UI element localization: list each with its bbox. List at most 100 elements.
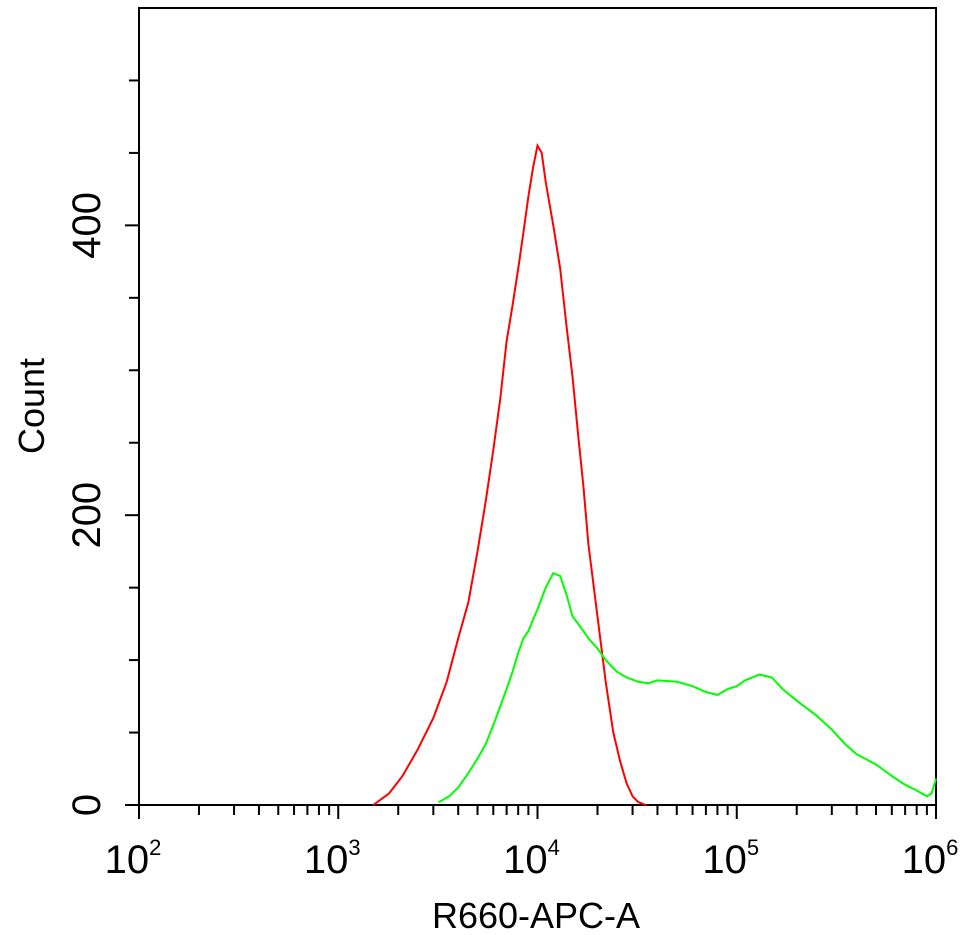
y-tick-label: 400 bbox=[65, 192, 109, 259]
data-point bbox=[632, 795, 634, 797]
data-point bbox=[572, 616, 574, 618]
data-point bbox=[691, 685, 694, 687]
y-axis-label: Count bbox=[11, 358, 52, 454]
data-point bbox=[705, 691, 707, 693]
data-point bbox=[485, 500, 487, 502]
data-point bbox=[744, 679, 746, 682]
data-point bbox=[645, 804, 647, 806]
data-point bbox=[499, 705, 501, 708]
data-point bbox=[582, 485, 585, 487]
x-axis-label: R660-APC-A bbox=[432, 895, 640, 935]
data-point bbox=[796, 700, 798, 702]
data-point bbox=[432, 717, 434, 719]
x-tick-label: 104 bbox=[503, 835, 560, 882]
data-point bbox=[527, 195, 530, 197]
data-point bbox=[637, 681, 639, 683]
data-point bbox=[457, 787, 459, 789]
data-point bbox=[559, 575, 561, 577]
data-point bbox=[552, 572, 554, 574]
data-point bbox=[626, 676, 628, 679]
x-tick-label: 103 bbox=[304, 835, 361, 882]
data-point bbox=[815, 714, 817, 716]
data-point bbox=[875, 763, 877, 766]
data-point bbox=[916, 789, 918, 792]
data-point bbox=[587, 543, 590, 545]
data-point bbox=[935, 778, 937, 780]
data-point bbox=[536, 145, 539, 147]
data-point bbox=[605, 659, 607, 661]
data-point bbox=[517, 652, 519, 654]
data-point bbox=[559, 268, 561, 270]
data-point bbox=[572, 376, 574, 379]
data-point bbox=[831, 729, 833, 731]
data-point bbox=[532, 166, 534, 168]
data-point bbox=[931, 792, 933, 795]
data-point bbox=[467, 772, 469, 774]
data-point bbox=[532, 618, 534, 621]
data-point bbox=[506, 688, 508, 690]
data-point bbox=[619, 760, 621, 763]
data-point bbox=[416, 749, 419, 751]
data-point bbox=[612, 731, 614, 734]
data-point bbox=[566, 326, 568, 328]
data-point bbox=[522, 637, 525, 640]
data-point bbox=[536, 608, 539, 611]
series-layer bbox=[372, 142, 937, 806]
data-point bbox=[446, 681, 448, 683]
data-point bbox=[566, 594, 568, 596]
data-point bbox=[388, 792, 390, 795]
data-point bbox=[856, 753, 858, 755]
data-point bbox=[727, 688, 729, 690]
data-point bbox=[372, 804, 374, 806]
data-point bbox=[637, 801, 639, 803]
data-point bbox=[771, 676, 773, 679]
data-point bbox=[511, 304, 514, 306]
data-point bbox=[904, 784, 906, 786]
data-point bbox=[587, 637, 590, 640]
data-point bbox=[545, 181, 547, 183]
data-point bbox=[596, 616, 599, 618]
data-point bbox=[438, 801, 440, 803]
data-point bbox=[492, 724, 494, 726]
data-point bbox=[891, 775, 893, 777]
data-point bbox=[577, 623, 579, 625]
x-tick-label: 102 bbox=[105, 835, 162, 882]
data-point bbox=[545, 587, 547, 589]
data-point bbox=[457, 637, 459, 640]
data-point bbox=[626, 782, 628, 784]
data-point bbox=[647, 682, 649, 684]
data-point bbox=[506, 340, 508, 342]
data-point bbox=[596, 647, 599, 650]
plot-frame bbox=[138, 7, 937, 806]
data-point bbox=[541, 152, 543, 154]
data-point bbox=[476, 550, 479, 553]
data-point bbox=[511, 671, 514, 673]
data-point bbox=[844, 743, 846, 745]
data-point bbox=[605, 681, 607, 683]
data-point bbox=[676, 681, 678, 683]
data-point bbox=[492, 449, 494, 451]
data-point bbox=[467, 601, 469, 603]
series-line-2 bbox=[438, 571, 937, 803]
data-point bbox=[401, 775, 404, 777]
plot-border bbox=[138, 7, 937, 806]
data-point bbox=[758, 674, 761, 676]
data-point bbox=[527, 630, 530, 632]
x-axis: 102 103 104 105 106 bbox=[105, 805, 959, 882]
data-point bbox=[782, 688, 784, 690]
data-point bbox=[517, 268, 519, 270]
data-point bbox=[736, 685, 738, 687]
y-axis: 0 200 400 bbox=[65, 79, 139, 816]
x-tick-label: 105 bbox=[702, 835, 759, 882]
y-tick-label: 200 bbox=[65, 482, 109, 549]
data-point bbox=[926, 795, 928, 797]
x-tick-label: 106 bbox=[902, 835, 959, 882]
data-point bbox=[485, 743, 487, 745]
data-point bbox=[552, 224, 554, 226]
data-point bbox=[522, 232, 525, 234]
y-tick-label: 0 bbox=[65, 794, 109, 816]
data-point bbox=[577, 434, 579, 437]
data-point bbox=[448, 795, 450, 797]
data-point bbox=[656, 679, 659, 682]
